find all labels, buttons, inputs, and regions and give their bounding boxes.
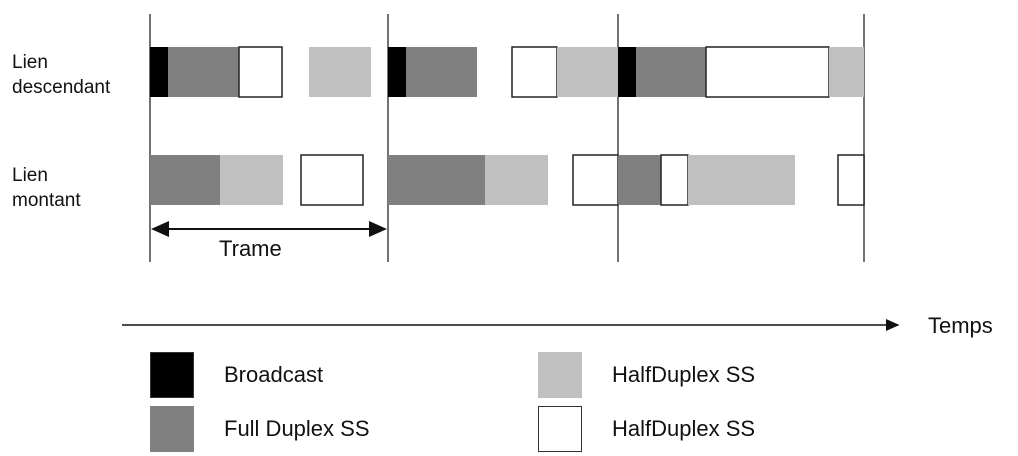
half-duplex-white-block — [705, 46, 830, 98]
legend-swatch-half-duplex-white — [538, 406, 582, 452]
downlink-label: Lien descendant — [12, 50, 110, 100]
half-duplex-light-block — [829, 47, 864, 97]
half-duplex-white-block — [238, 46, 283, 98]
half-duplex-light-block — [220, 155, 283, 205]
legend-swatch-full-duplex — [150, 406, 194, 452]
broadcast-block — [388, 47, 406, 97]
legend-swatch-half-duplex-light — [538, 352, 582, 398]
uplink-label-line1: Lien — [12, 165, 48, 186]
half-duplex-light-block — [688, 155, 795, 205]
legend-item-half-duplex-white: HalfDuplex SS — [538, 406, 755, 452]
uplink-row-blocks — [150, 154, 865, 206]
half-duplex-white-block — [837, 154, 865, 206]
legend-swatch-broadcast — [150, 352, 194, 398]
broadcast-block — [150, 47, 168, 97]
legend-item-full-duplex: Full Duplex SS — [150, 406, 370, 452]
half-duplex-white-block — [572, 154, 619, 206]
half-duplex-light-block — [557, 47, 618, 97]
legend-label: Full Duplex SS — [224, 416, 370, 441]
broadcast-block — [618, 47, 636, 97]
uplink-label: Lien montant — [12, 163, 81, 213]
downlink-label-line2: descendant — [12, 77, 111, 98]
downlink-row-blocks — [150, 46, 864, 98]
half-duplex-white-block — [300, 154, 364, 206]
full-duplex-block — [406, 47, 477, 97]
full-duplex-block — [150, 155, 220, 205]
legend-item-half-duplex-light: HalfDuplex SS — [538, 352, 755, 398]
uplink-label-line2: montant — [12, 190, 81, 211]
downlink-label-line1: Lien — [12, 52, 48, 73]
half-duplex-light-block — [309, 47, 371, 97]
half-duplex-white-block — [660, 154, 689, 206]
half-duplex-light-block — [485, 155, 548, 205]
half-duplex-white-block — [511, 46, 558, 98]
time-axis-label: Temps — [928, 313, 993, 338]
full-duplex-block — [618, 155, 661, 205]
legend-item-broadcast: Broadcast — [150, 352, 323, 398]
full-duplex-block — [636, 47, 706, 97]
legend-label: HalfDuplex SS — [612, 416, 756, 441]
legend-label: Broadcast — [224, 362, 324, 387]
frame-label: Trame — [219, 236, 282, 261]
full-duplex-block — [388, 155, 485, 205]
full-duplex-block — [168, 47, 239, 97]
legend-label: HalfDuplex SS — [612, 362, 756, 387]
